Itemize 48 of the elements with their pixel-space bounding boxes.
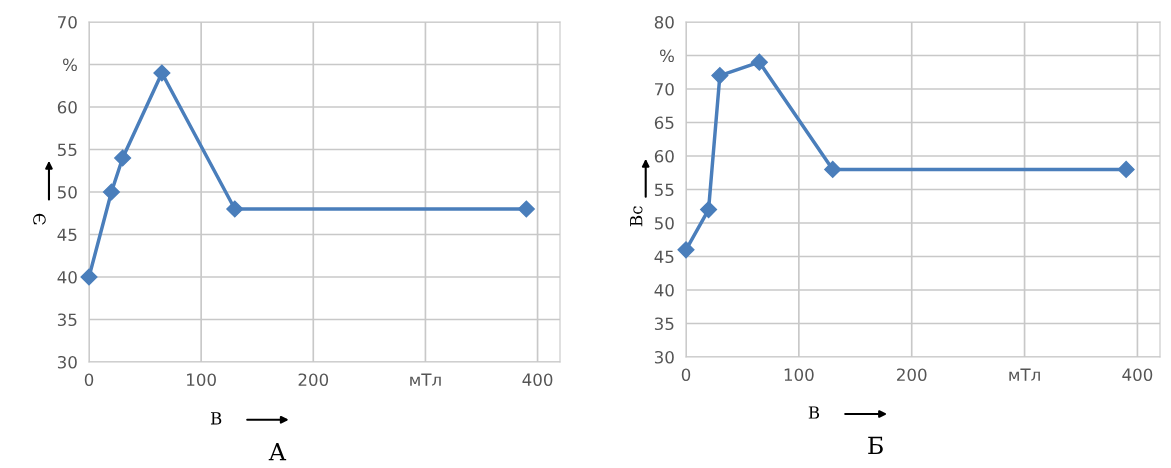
y-tick-label: 45: [57, 228, 77, 242]
x-tick-label: 100: [784, 368, 814, 382]
point: [677, 241, 695, 259]
x-tick-label: 200: [897, 368, 927, 382]
y-tick-label: 35: [57, 313, 77, 327]
y-tick-label: 45: [654, 250, 674, 264]
x-axis-title: B: [808, 406, 820, 419]
y-tick-label: 70: [58, 15, 77, 29]
x-axis-title: B: [210, 412, 222, 425]
y-tick-label: 50: [57, 185, 77, 199]
y-tick-label: 30: [57, 355, 77, 369]
point: [102, 183, 120, 201]
y-tick-label: 35: [654, 317, 674, 331]
y-tick-label: 60: [654, 149, 674, 163]
y-tick-label: 70: [655, 82, 674, 96]
y-tick-label: 55: [57, 143, 77, 157]
y-tick-label: 60: [57, 100, 77, 114]
x-tick-label: 0: [84, 373, 94, 387]
point: [711, 67, 729, 85]
y-tick-label: %: [62, 58, 77, 72]
x-tick-label: 0: [681, 368, 691, 382]
y-tick-label: 55: [654, 183, 674, 197]
y-tick-label: 30: [654, 350, 674, 364]
point: [517, 200, 535, 218]
point: [226, 200, 244, 218]
x-tick-label: мТл: [1009, 368, 1040, 381]
point: [700, 201, 718, 219]
text: А: [268, 443, 287, 461]
text: Б: [868, 436, 883, 454]
point: [80, 268, 98, 286]
point: [1117, 160, 1135, 178]
y-tick-label: 65: [654, 116, 674, 130]
y-tick-label: 50: [654, 216, 674, 230]
point: [824, 160, 842, 178]
x-tick-label: 400: [1122, 368, 1153, 382]
x-tick-label: 100: [187, 373, 216, 387]
y-tick-label: 40: [654, 283, 674, 297]
point: [114, 149, 132, 167]
y-axis-title: Э: [33, 213, 46, 225]
x-tick-label: мТл: [410, 373, 441, 386]
x-tick-label: 400: [522, 373, 553, 387]
point: [750, 53, 768, 71]
y-tick-label: 40: [57, 270, 77, 284]
y-tick-label: 80: [654, 15, 674, 29]
x-tick-label: 200: [298, 373, 329, 387]
point: [153, 64, 171, 82]
y-axis-title: Bc: [630, 206, 643, 227]
y-tick-label: %: [659, 49, 674, 63]
